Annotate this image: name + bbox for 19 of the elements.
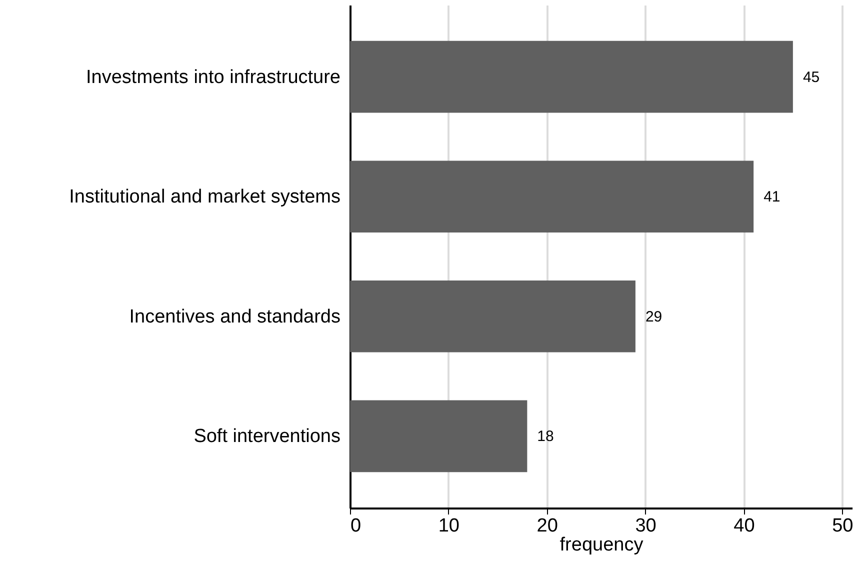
bar <box>350 280 636 352</box>
data-label: 45 <box>802 68 820 86</box>
y-tick-label: Incentives and standards <box>129 306 340 328</box>
x-tick-label: 20 <box>536 516 558 536</box>
bar <box>350 160 754 233</box>
x-axis-title: frequency <box>560 534 644 556</box>
y-tick-label: Soft interventions <box>194 426 340 448</box>
data-label: 29 <box>645 308 662 326</box>
data-label: 41 <box>764 188 780 206</box>
x-tick-label: 10 <box>438 516 460 536</box>
bar <box>350 40 793 113</box>
x-tick-label: 30 <box>635 516 656 536</box>
y-tick-label: Institutional and market systems <box>69 186 340 208</box>
x-tick-label: 50 <box>832 516 853 536</box>
y-tick-label: Investments into infrastructure <box>86 66 340 88</box>
data-label: 18 <box>537 428 554 446</box>
x-tick-label: 0 <box>350 516 362 536</box>
x-tick-label: 40 <box>734 516 755 536</box>
bar <box>350 400 528 472</box>
